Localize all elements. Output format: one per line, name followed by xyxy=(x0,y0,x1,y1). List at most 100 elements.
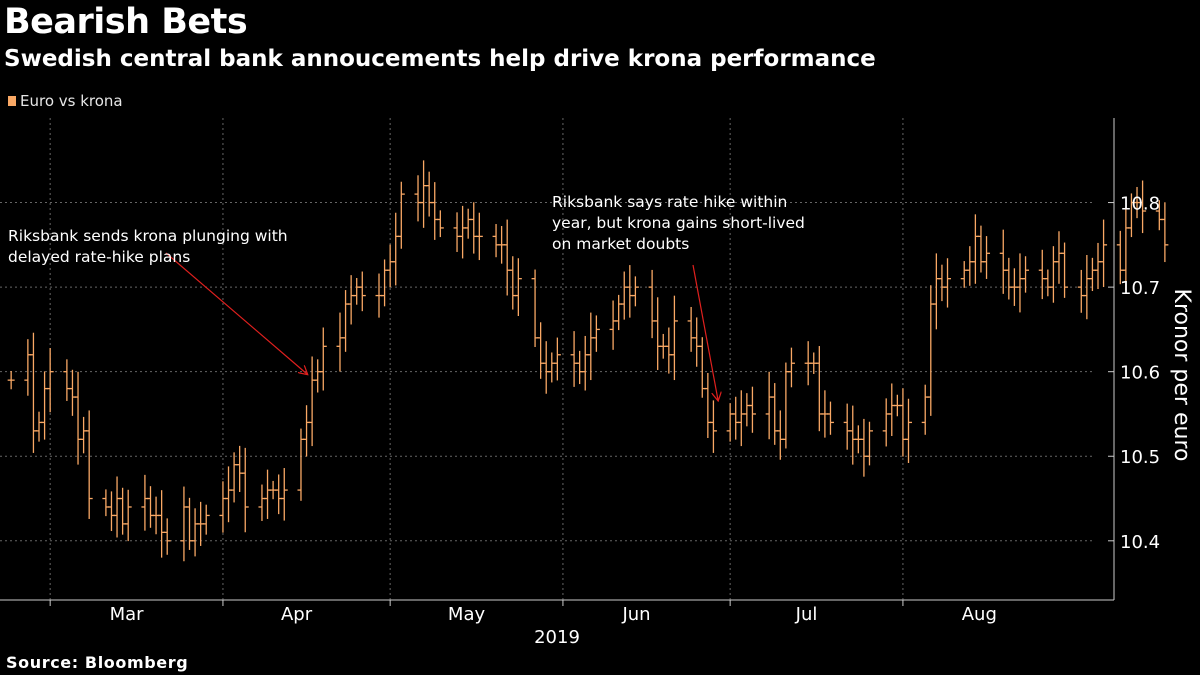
ohlc-bar xyxy=(860,418,868,477)
ohlc-bar xyxy=(29,332,37,453)
ohlc-bar xyxy=(732,396,740,440)
ohlc-bar xyxy=(782,362,790,449)
ohlc-bar xyxy=(336,312,344,372)
ohlc-bar xyxy=(1083,255,1091,320)
x-tick-label: Mar xyxy=(110,604,145,625)
x-axis-year-label: 2019 xyxy=(534,627,580,648)
ohlc-bar xyxy=(414,175,422,222)
ohlc-bar xyxy=(1088,257,1096,292)
ohlc-bar xyxy=(275,474,283,515)
ohlc-bar xyxy=(815,346,823,432)
ohlc-bar xyxy=(888,383,896,437)
ohlc-bar xyxy=(475,212,483,261)
ohlc-bar xyxy=(264,469,272,519)
ohlc-bar xyxy=(225,466,233,523)
ohlc-bar xyxy=(24,339,32,396)
ohlc-bar xyxy=(146,486,154,528)
ohlc-bar xyxy=(693,317,701,367)
ohlc-bar xyxy=(202,504,210,535)
x-tick-label: Jul xyxy=(795,604,818,625)
ohlc-bar xyxy=(615,294,623,331)
ohlc-bar xyxy=(113,476,121,538)
ohlc-bar xyxy=(353,277,361,305)
ohlc-bar xyxy=(1061,242,1069,298)
ohlc-bar xyxy=(107,491,115,532)
ohlc-bar xyxy=(938,264,946,302)
ohlc-bar xyxy=(826,401,834,435)
ohlc-bar xyxy=(459,205,467,259)
ohlc-bar xyxy=(570,331,578,387)
ohlc-bar xyxy=(386,244,394,288)
ohlc-bar xyxy=(771,383,779,445)
ohlc-bar xyxy=(921,384,929,435)
ohlc-bar xyxy=(843,403,851,450)
ohlc-bar xyxy=(548,352,556,383)
chart-subtitle: Swedish central bank annoucements help d… xyxy=(4,46,876,72)
ohlc-bar xyxy=(587,312,595,381)
ohlc-bar xyxy=(319,327,327,391)
annotation-june: Riksbank says rate hike within year, but… xyxy=(552,193,805,253)
ohlc-bar xyxy=(119,487,127,535)
legend-swatch xyxy=(8,96,16,106)
ohlc-bar xyxy=(1049,246,1057,303)
ohlc-bar xyxy=(932,253,940,330)
ohlc-bar xyxy=(581,335,589,391)
y-tick-label: 10.6 xyxy=(1120,363,1160,384)
ohlc-bar xyxy=(620,271,628,320)
arrow-layer xyxy=(165,252,718,400)
ohlc-bar xyxy=(592,315,600,352)
ohlc-bar xyxy=(927,285,935,416)
x-tick-label: May xyxy=(448,604,486,625)
ohlc-bar xyxy=(1161,202,1169,263)
ohlc-bar xyxy=(68,369,76,416)
ohlc-bar xyxy=(743,393,751,427)
source-note: Source: Bloomberg xyxy=(6,653,189,672)
ohlc-bar xyxy=(960,261,968,288)
ohlc-bar xyxy=(1016,253,1024,313)
ohlc-bar xyxy=(63,359,71,401)
ohlc-bar xyxy=(85,410,93,519)
ohlc-bar xyxy=(258,484,266,521)
x-tick-label: Jun xyxy=(621,604,650,625)
ohlc-bar xyxy=(1094,242,1102,290)
ohlc-bar xyxy=(1100,219,1108,288)
ohlc-bar xyxy=(163,518,171,555)
ohlc-bar xyxy=(983,236,991,279)
ohlc-bar xyxy=(670,295,678,381)
legend-label: Euro vs krona xyxy=(20,92,123,110)
ohlc-bar xyxy=(1055,231,1063,284)
ohlc-bar xyxy=(80,416,88,454)
ohlc-bar xyxy=(1116,230,1124,285)
ohlc-bar xyxy=(46,348,54,413)
ohlc-bar xyxy=(314,359,322,393)
ohlc-bar xyxy=(392,212,400,286)
ohlc-bar xyxy=(542,341,550,394)
ohlc-bar xyxy=(704,373,712,439)
ohlc-bar xyxy=(219,481,227,533)
ohlc-bar xyxy=(280,468,288,521)
ohlc-bar xyxy=(904,398,912,463)
ohlc-bar xyxy=(41,371,49,440)
x-tick-label: Aug xyxy=(962,604,997,625)
ohlc-bar xyxy=(1139,180,1147,234)
ohlc-bar xyxy=(944,258,952,308)
ohlc-bar xyxy=(999,229,1007,294)
ohlc-bar xyxy=(977,225,985,273)
chart-title: Bearish Bets xyxy=(4,2,248,42)
ohlc-bar xyxy=(765,371,773,440)
ohlc-bar xyxy=(971,214,979,284)
ohlc-bar xyxy=(464,208,472,239)
ohlc-bar xyxy=(509,256,517,310)
ohlc-bar xyxy=(1022,256,1030,293)
bars-layer xyxy=(7,160,1169,562)
ohlc-bar xyxy=(654,297,662,370)
ohlc-bar xyxy=(358,271,366,312)
ohlc-bar xyxy=(503,219,511,296)
y-axis-label: Kronor per euro xyxy=(1169,289,1194,462)
y-tick-label: 10.7 xyxy=(1120,278,1160,299)
ohlc-bar xyxy=(787,347,795,388)
ohlc-bar xyxy=(397,181,405,249)
ohlc-bar xyxy=(436,210,444,238)
ohlc-bar xyxy=(648,269,656,339)
ohlc-bar xyxy=(514,258,522,317)
